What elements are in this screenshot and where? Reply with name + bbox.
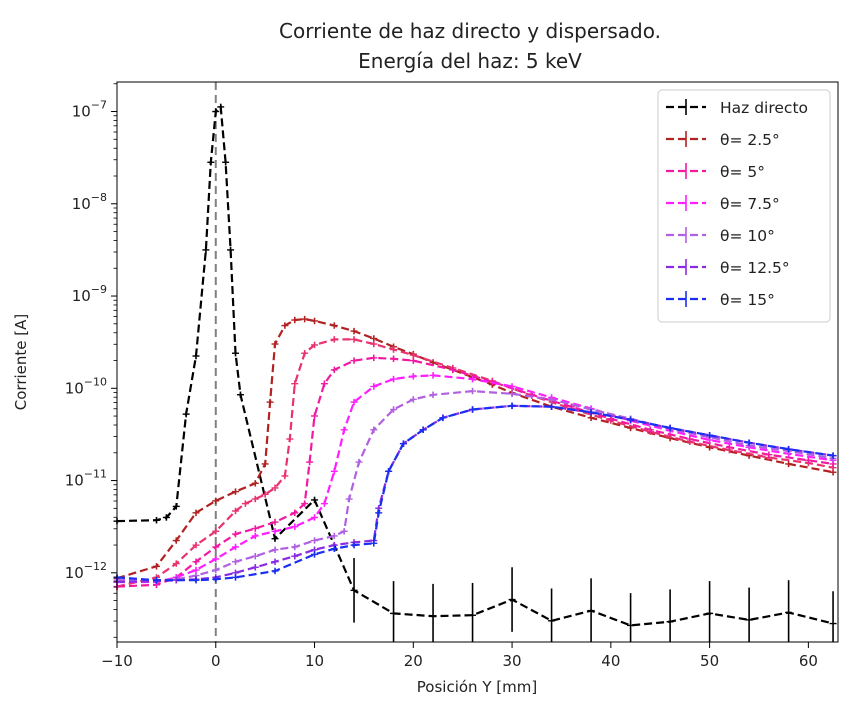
plot-frame	[116, 81, 839, 643]
legend-label: θ= 15°	[720, 291, 775, 309]
x-tick-label: 50	[700, 652, 719, 670]
y-tick-label: 10−11	[65, 468, 107, 490]
legend-entry: θ= 2.5°	[666, 131, 780, 149]
series-line	[116, 317, 834, 580]
series-line	[117, 374, 834, 584]
chart-title-line2: Energía del haz: 5 keV	[358, 49, 582, 73]
legend-box	[657, 89, 831, 323]
legend-label: θ= 12.5°	[720, 259, 790, 277]
series-0	[113, 103, 837, 642]
y-axis: 10−12 10−11 10−10 10−9 10−8 10−7	[65, 83, 117, 638]
x-tick-label: 40	[601, 652, 620, 670]
series-line	[116, 356, 834, 588]
y-tick-label: 10−12	[65, 560, 107, 582]
series-line	[117, 389, 834, 582]
legend-entry: θ= 5°	[666, 163, 765, 181]
legend-entry: θ= 12.5°	[666, 259, 790, 277]
x-tick-label: 60	[799, 652, 818, 670]
legend-label: θ= 7.5°	[720, 195, 780, 213]
x-tick-label: 10	[305, 652, 324, 670]
x-tick-label: 0	[211, 652, 221, 670]
legend-entry: θ= 7.5°	[666, 195, 780, 213]
legend: Haz directo θ= 2.5° θ= 5° θ= 7.5° θ= 10° θ= 1…	[657, 89, 831, 323]
legend-label: θ= 2.5°	[720, 131, 780, 149]
series-7	[113, 402, 837, 584]
x-tick-label: 20	[404, 652, 423, 670]
y-tick-label: 10−8	[72, 191, 107, 213]
x-axis-label: Posición Y [mm]	[417, 678, 537, 696]
legend-entry: Haz directo	[666, 99, 808, 117]
legend-label: Haz directo	[720, 99, 808, 117]
legend-entry: θ= 15°	[666, 291, 775, 309]
x-axis: −10 0 10 20 30 40 50 60	[101, 642, 818, 670]
legend-label: θ= 5°	[720, 163, 765, 181]
chart-marks	[113, 82, 837, 642]
x-tick-label: −10	[101, 652, 133, 670]
y-tick-label: 10−9	[72, 283, 107, 305]
y-tick-label: 10−10	[65, 375, 107, 397]
y-tick-label: 10−7	[72, 99, 107, 121]
series-3	[113, 354, 837, 590]
y-axis-label: Corriente [A]	[12, 314, 30, 410]
chart-title-line1: Corriente de haz directo y dispersado.	[279, 19, 661, 43]
legend-entry: θ= 10°	[666, 227, 775, 245]
legend-label: θ= 10°	[720, 227, 775, 245]
x-tick-label: 30	[503, 652, 522, 670]
